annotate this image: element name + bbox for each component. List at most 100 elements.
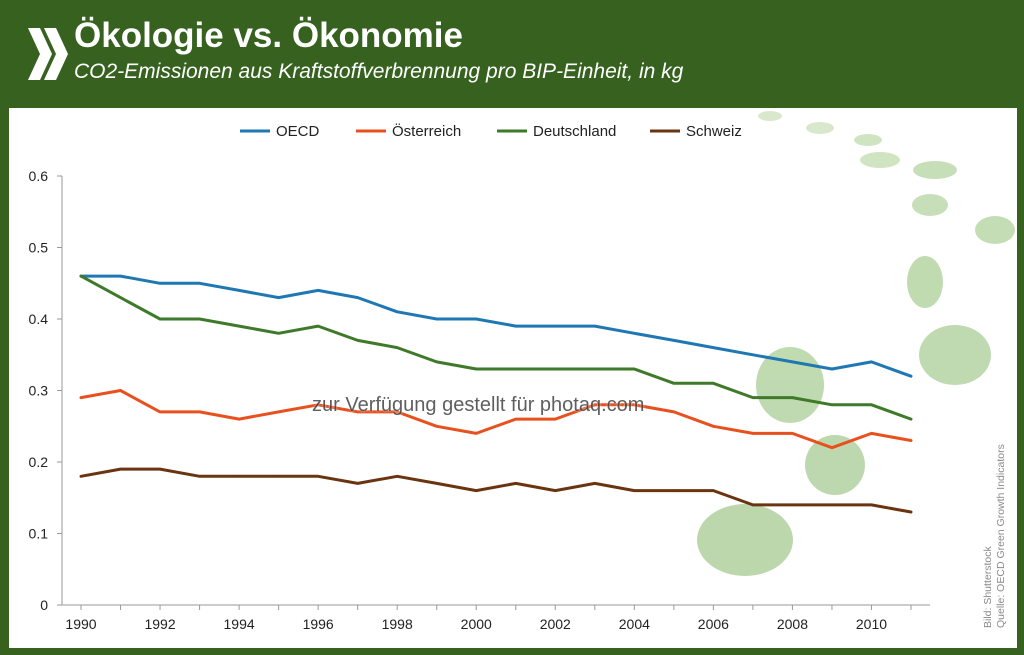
data-point	[237, 324, 241, 328]
data-point	[751, 396, 755, 399]
x-tick-label: 2000	[461, 616, 492, 632]
data-point	[791, 396, 794, 399]
data-point	[751, 503, 755, 507]
data-point	[475, 489, 478, 492]
data-point	[514, 482, 517, 485]
data-point	[672, 382, 676, 385]
y-tick-label: 0.2	[29, 454, 49, 470]
x-ticks: 1990 1992 1994 1996 1998 2000 2002 2004 2006 2008…	[65, 605, 912, 632]
data-point	[158, 410, 162, 414]
data-point	[593, 482, 597, 485]
data-point	[158, 467, 162, 471]
data-point	[237, 417, 241, 421]
x-tick-label: 1998	[382, 616, 413, 632]
data-point	[198, 410, 201, 414]
data-point	[870, 432, 873, 435]
data-point	[356, 339, 359, 342]
data-point	[435, 360, 438, 364]
data-point	[909, 375, 913, 378]
data-point	[277, 475, 280, 478]
data-point	[198, 317, 201, 321]
data-point	[435, 317, 438, 321]
source-line-image: Bild: Shutterstock	[982, 546, 994, 628]
data-point	[712, 382, 715, 385]
data-point	[316, 289, 320, 292]
data-point	[830, 503, 834, 507]
x-tick-label: 2006	[698, 616, 729, 632]
data-point	[158, 282, 162, 285]
data-point	[316, 324, 320, 328]
data-point	[79, 274, 83, 278]
legend: OECD Österreich Deutschland Schweiz	[240, 122, 742, 140]
legend-label: Österreich	[392, 122, 461, 140]
legend-label: OECD	[276, 123, 320, 140]
data-point	[593, 367, 597, 371]
data-point	[909, 510, 913, 514]
header: Ökologie vs. Ökonomie CO2-Emissionen aus…	[0, 0, 1024, 104]
data-point	[830, 446, 834, 449]
page-title: Ökologie vs. Ökonomie	[74, 16, 463, 55]
data-point	[712, 425, 715, 428]
data-point	[475, 432, 478, 435]
data-point	[237, 289, 241, 292]
legend-label: Schweiz	[686, 123, 742, 140]
data-point	[830, 403, 834, 406]
data-point	[158, 317, 162, 321]
x-tick-label: 2010	[856, 616, 887, 632]
data-point	[633, 332, 636, 335]
data-point	[79, 475, 83, 478]
data-point	[395, 410, 399, 414]
chart-panel	[9, 108, 1017, 648]
grass-footprints-icon	[697, 111, 1015, 576]
data-point	[751, 353, 755, 356]
data-point	[633, 367, 636, 371]
data-point	[356, 482, 359, 485]
data-point	[475, 367, 478, 371]
y-tick-label: 0.4	[29, 311, 49, 327]
source-line-data: Quelle: OECD Green Growth Indicators	[995, 444, 1007, 628]
data-point	[119, 467, 122, 471]
data-point	[672, 489, 676, 492]
data-point	[633, 403, 636, 406]
data-point	[514, 324, 517, 328]
data-point	[198, 475, 201, 478]
data-point	[277, 296, 280, 299]
data-point	[633, 489, 636, 492]
data-point	[119, 389, 122, 392]
data-point	[870, 403, 873, 406]
x-tick-label: 2004	[619, 616, 650, 632]
data-point	[791, 503, 794, 507]
data-point	[672, 410, 676, 414]
source-note: Bild: Shutterstock Quelle: OECD Green Gr…	[982, 444, 1008, 628]
series-line-schweiz	[79, 467, 913, 514]
data-point	[435, 482, 438, 485]
x-tick-label: 1996	[303, 616, 334, 632]
data-point	[79, 396, 83, 399]
series-lines	[79, 274, 913, 514]
x-tick-label: 1992	[144, 616, 175, 632]
y-tick-label: 0.3	[29, 383, 49, 399]
x-tick-label: 1990	[65, 616, 96, 632]
data-point	[119, 274, 122, 278]
data-point	[514, 367, 517, 371]
data-point	[475, 317, 478, 321]
watermark-text: zur Verfügung gestellt für photaq.com	[312, 394, 645, 416]
data-point	[593, 403, 597, 406]
y-tick-label: 0.5	[29, 240, 49, 256]
data-point	[909, 439, 913, 442]
data-point	[830, 367, 834, 371]
data-point	[712, 346, 715, 349]
data-point	[909, 417, 913, 421]
data-point	[554, 324, 557, 328]
data-point	[514, 417, 517, 421]
data-point	[119, 296, 122, 299]
data-point	[554, 417, 557, 421]
x-tick-label: 2002	[540, 616, 571, 632]
series-line-deutschland	[79, 274, 913, 421]
data-point	[554, 489, 557, 492]
data-point	[356, 410, 359, 414]
x-tick-label: 2008	[777, 616, 808, 632]
data-point	[237, 475, 241, 478]
y-ticks: 0 0.1 0.2 0.3 0.4 0.5 0.6	[29, 168, 62, 613]
